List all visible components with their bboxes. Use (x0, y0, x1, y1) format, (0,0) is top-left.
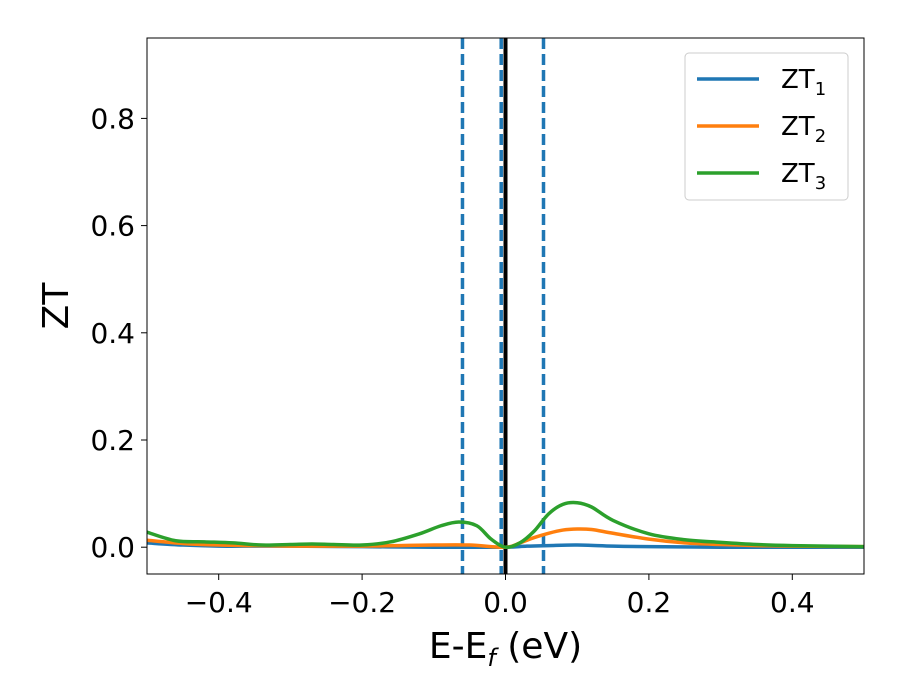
series-lines (147, 500, 864, 550)
legend-label-1: ZT1 (781, 65, 826, 100)
y-tick-label: 0.2 (90, 424, 135, 457)
x-axis-label: E-Ef (eV) (429, 626, 582, 672)
x-axis-ticks: −0.4 −0.2 0.0 0.2 0.4 (185, 574, 815, 619)
vertical-lines (460, 38, 546, 574)
legend-box (684, 52, 849, 201)
legend-label-2: ZT2 (781, 112, 826, 147)
y-axis-ticks: 0.0 0.2 0.4 0.6 0.8 (90, 102, 147, 564)
y-tick-label: 0.0 (90, 531, 135, 564)
legend: ZT1 ZT2 ZT3 (684, 52, 849, 201)
y-tick-label: 0.8 (90, 102, 135, 135)
x-tick-label: −0.4 (185, 586, 253, 619)
y-axis-label: ZT (36, 282, 77, 330)
series-line-3 (147, 500, 864, 550)
y-tick-label: 0.6 (90, 210, 135, 243)
legend-label-3: ZT3 (781, 159, 826, 194)
x-axis-label-main: E-E (429, 626, 487, 667)
x-tick-label: 0.0 (483, 586, 528, 619)
x-tick-label: 0.4 (770, 586, 815, 619)
x-tick-label: 0.2 (627, 586, 672, 619)
y-tick-label: 0.4 (90, 317, 135, 350)
x-tick-label: −0.2 (328, 586, 396, 619)
x-axis-label-unit: (eV) (496, 626, 582, 667)
